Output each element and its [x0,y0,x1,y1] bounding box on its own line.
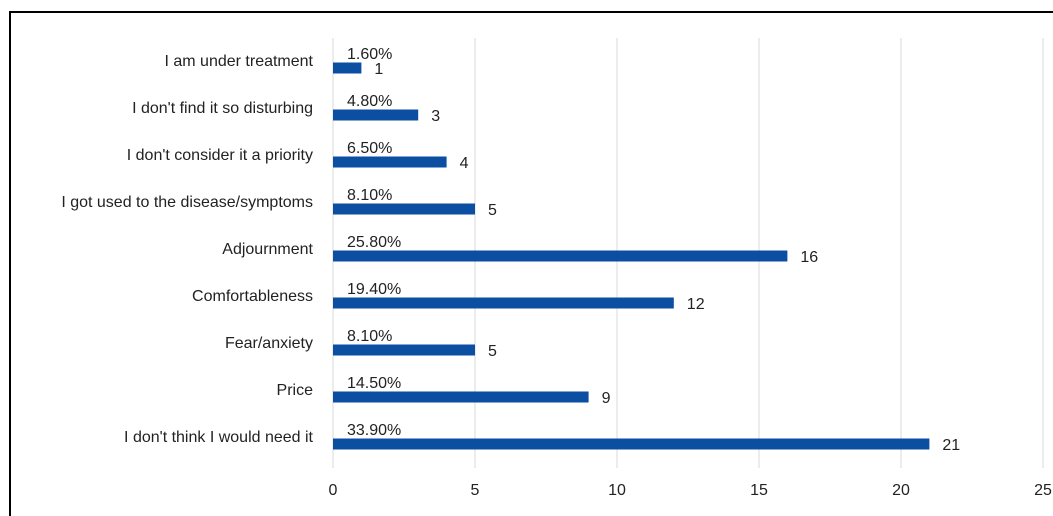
frame [9,11,1053,516]
category-label: Fear/anxiety [225,335,313,352]
x-tick-label: 15 [750,482,768,499]
x-tick-label: 10 [608,482,626,499]
value-label: 5 [488,202,497,219]
value-label: 5 [488,343,497,360]
bar [333,344,475,356]
percent-label: 19.40% [347,281,401,298]
category-label: Adjournment [222,241,313,258]
x-tick-label: 25 [1034,482,1052,499]
bar [333,156,447,168]
category-label: I got used to the disease/symptoms [61,194,313,211]
bar [333,62,362,74]
category-label: I don't think I would need it [124,429,314,446]
percent-label: 25.80% [347,234,401,251]
category-label: I don't consider it a priority [127,147,313,164]
percent-label: 8.10% [347,328,392,345]
value-label: 12 [687,296,705,313]
value-label: 3 [431,108,440,125]
percent-label: 1.60% [347,46,392,63]
value-label: 9 [602,390,611,407]
bar [333,297,674,309]
value-label: 21 [942,437,960,454]
value-label: 1 [374,61,383,78]
bar [333,391,589,403]
category-label: Comfortableness [192,288,313,305]
percent-label: 14.50% [347,375,401,392]
x-tick-label: 5 [471,482,480,499]
bar [333,438,930,450]
value-label: 16 [800,249,818,266]
bar [333,250,788,262]
percent-label: 4.80% [347,93,392,110]
x-tick-label: 20 [892,482,910,499]
x-tick-label: 0 [329,482,338,499]
bar [333,203,475,215]
bar [333,109,419,121]
category-label: Price [277,382,314,399]
category-label: I am under treatment [164,53,313,70]
percent-label: 33.90% [347,422,401,439]
category-label: I don't find it so disturbing [132,100,313,117]
value-label: 4 [460,155,469,172]
percent-label: 6.50% [347,140,392,157]
percent-label: 8.10% [347,187,392,204]
